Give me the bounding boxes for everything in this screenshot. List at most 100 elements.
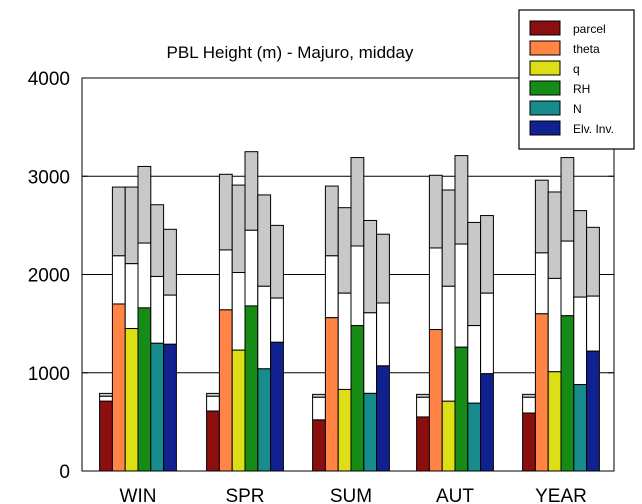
bar-segment-base	[244, 305, 259, 472]
bar-segment-top	[257, 194, 272, 287]
x-category-label: YEAR	[535, 486, 587, 504]
bar-segment-base	[586, 350, 600, 472]
legend-label: theta	[573, 42, 600, 56]
y-tick-label: 0	[59, 462, 70, 483]
chart-title: PBL Height (m) - Majuro, midday	[167, 43, 414, 62]
bar-segment-base	[337, 388, 352, 472]
bar-segment-base	[480, 373, 494, 472]
bar-segment-top	[150, 204, 165, 277]
bar-segment-base	[467, 402, 482, 472]
bar-segment-base	[111, 303, 126, 472]
bar-segment-base	[206, 410, 220, 472]
bar-segment-base	[441, 400, 456, 472]
bar-segment-middle	[363, 312, 378, 394]
bar-segment-top	[337, 207, 352, 294]
bar-segment-middle	[480, 292, 494, 375]
bar-segment-top	[244, 151, 259, 231]
bar-segment-middle	[441, 285, 456, 402]
bar-segment-top	[534, 179, 549, 254]
bar-segment-middle	[99, 395, 113, 402]
bar-segment-middle	[376, 302, 390, 367]
bar-segment-base	[560, 315, 575, 472]
x-category-label: SUM	[330, 486, 372, 504]
bar-segment-base	[363, 392, 378, 472]
bar-segment-middle	[111, 255, 126, 305]
bar-segment-top	[467, 221, 482, 327]
bar-segment-base	[270, 341, 284, 472]
bar-segment-middle	[337, 292, 352, 390]
bar-segment-top	[324, 185, 339, 257]
legend-swatch	[529, 40, 561, 56]
bar-segment-base	[137, 307, 152, 472]
bar-segment-top	[137, 165, 152, 244]
bar-segment-top	[111, 186, 126, 257]
bars	[99, 151, 600, 472]
bar-segment-middle	[547, 277, 562, 373]
bar-segment-middle	[312, 396, 326, 421]
bar-segment-middle	[137, 242, 152, 309]
legend-label: RH	[573, 82, 590, 96]
bar-segment-top	[163, 228, 177, 296]
bar-segment-base	[376, 365, 390, 472]
bar-segment-middle	[218, 249, 233, 311]
bar-segment-middle	[244, 229, 259, 307]
bar-segment-middle	[350, 245, 365, 327]
x-axis-categories: WIN SPR SUM AUT YEAR	[120, 486, 587, 504]
x-category-label: AUT	[436, 486, 474, 504]
bar-segment-top	[350, 157, 365, 247]
x-category-label: SPR	[225, 486, 264, 504]
bar-segment-base	[231, 349, 246, 472]
bar-segment-middle	[124, 263, 139, 330]
bar-segment-top	[573, 210, 588, 298]
bar-segment-base	[522, 412, 536, 472]
bar-segment-middle	[573, 296, 588, 386]
legend: parcel theta q RH N Elv. Inv.	[518, 9, 635, 150]
bar-segment-middle	[206, 395, 220, 412]
bar-segment-top	[270, 224, 284, 299]
bar-segment-top	[454, 155, 469, 245]
bar-segment-base	[324, 317, 339, 472]
bar-segment-base	[257, 368, 272, 472]
bar-segment-middle	[586, 295, 600, 352]
bar-segment-top	[428, 174, 443, 249]
legend-label: parcel	[573, 22, 606, 36]
y-tick-label: 4000	[28, 69, 70, 90]
y-tick-label: 2000	[28, 266, 70, 287]
bar-segment-middle	[416, 396, 430, 418]
bar-segment-base	[124, 328, 139, 472]
bar-segment-base	[150, 342, 165, 472]
legend-label: q	[573, 62, 580, 76]
bar-segment-middle	[150, 275, 165, 344]
legend-swatch	[529, 120, 561, 136]
bar-segment-base	[99, 400, 113, 472]
bar-segment-middle	[560, 240, 575, 317]
bar-segment-top	[231, 184, 246, 274]
bar-segment-base	[547, 371, 562, 472]
bar-segment-middle	[522, 396, 536, 414]
legend-label: N	[573, 102, 582, 116]
bar-segment-middle	[534, 252, 549, 315]
bar-segment-base	[312, 419, 326, 472]
bar-segment-top	[124, 186, 139, 265]
x-category-label: WIN	[120, 486, 157, 504]
bar-segment-base	[454, 346, 469, 472]
bar-segment-middle	[324, 255, 339, 319]
bar-segment-middle	[163, 294, 177, 345]
bar-segment-base	[218, 309, 233, 472]
bar-segment-top	[441, 189, 456, 287]
legend-swatch	[529, 80, 561, 96]
legend-swatch	[529, 100, 561, 116]
bar-segment-top	[376, 233, 390, 304]
bar-segment-middle	[257, 285, 272, 370]
bar-segment-top	[560, 157, 575, 242]
bar-segment-base	[350, 325, 365, 472]
bar-segment-middle	[454, 243, 469, 348]
bar-segment-base	[534, 313, 549, 472]
bar-segment-top	[480, 215, 494, 294]
legend-swatch	[529, 20, 561, 36]
bar-segment-middle	[428, 247, 443, 331]
bar-segment-base	[416, 416, 430, 472]
bar-segment-top	[547, 191, 562, 279]
bar-segment-base	[573, 384, 588, 472]
y-tick-label: 1000	[28, 364, 70, 385]
